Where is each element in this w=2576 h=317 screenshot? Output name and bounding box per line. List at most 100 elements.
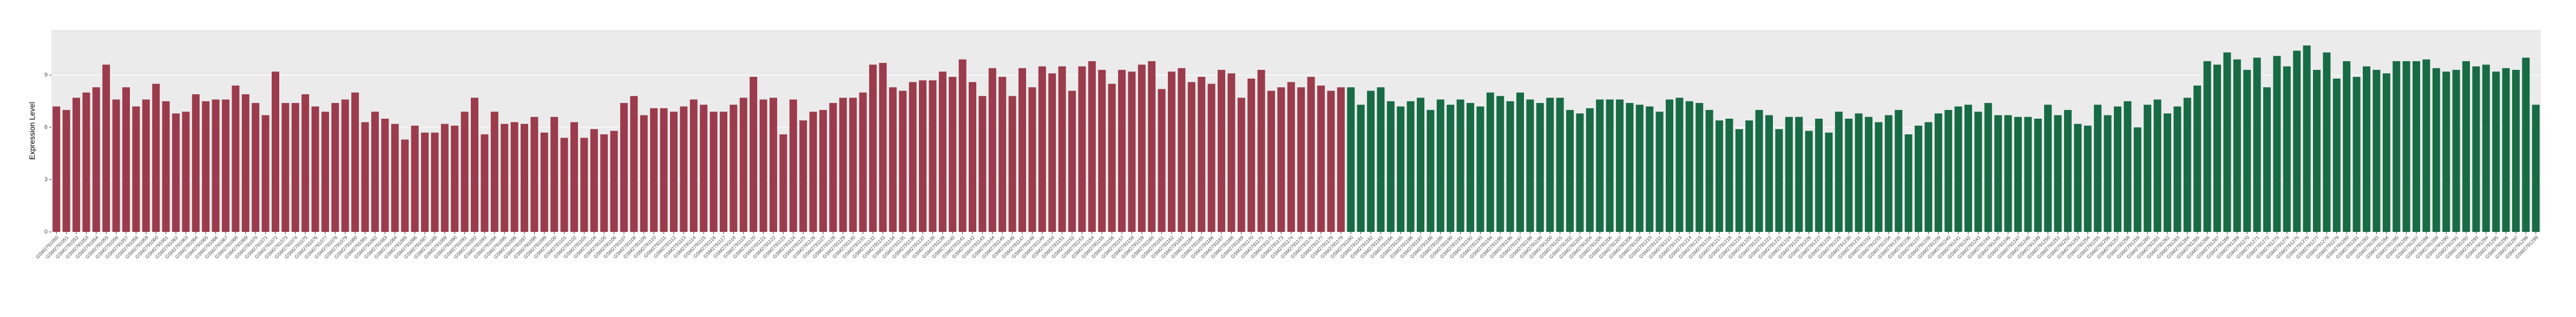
bar — [421, 132, 429, 232]
bar — [1018, 68, 1026, 232]
bar — [610, 131, 618, 232]
bar — [899, 90, 907, 232]
bar — [212, 99, 220, 232]
bar — [1696, 103, 1704, 232]
bar — [750, 76, 758, 232]
bar — [301, 94, 310, 232]
bar — [1845, 118, 1853, 232]
bar — [2472, 66, 2480, 232]
bar — [1307, 76, 1315, 232]
bar — [1467, 103, 1474, 232]
bar — [849, 98, 857, 232]
bar — [1576, 113, 1584, 232]
bar — [770, 98, 777, 232]
bar — [869, 64, 877, 232]
bar — [202, 101, 210, 232]
bar — [1775, 129, 1783, 232]
bar — [1825, 132, 1833, 232]
bar — [1297, 87, 1305, 232]
bar — [172, 113, 180, 232]
bar — [1915, 125, 1922, 232]
bar — [391, 124, 399, 232]
bar — [481, 134, 489, 232]
bar — [1247, 79, 1256, 232]
bar — [1735, 129, 1743, 232]
bar — [1168, 72, 1175, 232]
bar — [670, 112, 678, 232]
bar — [1267, 90, 1275, 232]
bar — [580, 138, 588, 232]
bar — [2153, 99, 2161, 232]
bar — [859, 92, 867, 232]
bar — [819, 109, 827, 232]
bar — [1277, 87, 1285, 232]
bar — [281, 103, 290, 232]
bar — [1068, 90, 1076, 232]
bar — [2263, 87, 2271, 232]
bar — [1506, 101, 1514, 232]
bar — [261, 115, 270, 232]
bar — [530, 117, 538, 232]
bar — [1148, 61, 1156, 232]
bar — [1427, 109, 1435, 232]
bar — [2203, 61, 2211, 232]
bar — [630, 96, 638, 232]
bar — [1566, 109, 1574, 232]
y-tick-label: 3 — [44, 176, 48, 183]
bar — [1964, 105, 1972, 232]
bar — [1526, 99, 1534, 232]
bar — [1586, 108, 1594, 232]
bar — [102, 64, 110, 232]
bar — [650, 108, 658, 232]
bar — [789, 99, 797, 232]
bar — [1895, 109, 1903, 232]
bar — [521, 124, 528, 232]
bar — [2432, 68, 2440, 232]
bar — [371, 112, 379, 232]
bar — [560, 138, 568, 232]
bar — [550, 117, 558, 232]
bar — [660, 108, 668, 232]
bar — [1785, 117, 1793, 232]
bar — [2104, 115, 2112, 232]
bar — [1108, 83, 1116, 232]
bar — [1407, 101, 1415, 232]
bar — [321, 112, 329, 232]
bar — [2094, 105, 2102, 232]
bar — [958, 59, 967, 232]
bar — [132, 106, 140, 232]
bar — [2233, 59, 2241, 232]
bar — [1317, 85, 1325, 232]
bar — [1128, 72, 1136, 232]
bar — [1486, 92, 1494, 232]
bar — [2243, 69, 2251, 232]
bar — [1118, 69, 1126, 232]
bar — [2512, 69, 2520, 232]
bar — [839, 98, 847, 232]
bar — [182, 112, 190, 232]
bar — [1865, 117, 1872, 232]
bar — [1038, 66, 1046, 232]
bar — [490, 112, 498, 232]
bar — [2313, 69, 2321, 232]
bar — [1685, 101, 1693, 232]
bar — [2253, 57, 2261, 232]
bar — [600, 134, 608, 232]
bar — [759, 99, 767, 232]
bar — [311, 106, 319, 232]
bar — [1237, 98, 1245, 232]
bar — [2332, 79, 2341, 232]
bar — [291, 103, 299, 232]
bar — [1207, 83, 1215, 232]
bar — [1028, 87, 1036, 232]
bar — [2293, 50, 2301, 232]
bar — [501, 124, 509, 232]
bar — [540, 132, 548, 232]
bar — [1048, 73, 1056, 232]
bar — [241, 94, 249, 232]
bar — [2343, 61, 2351, 232]
bar — [471, 98, 478, 232]
bar — [232, 85, 240, 232]
bar — [640, 115, 648, 232]
